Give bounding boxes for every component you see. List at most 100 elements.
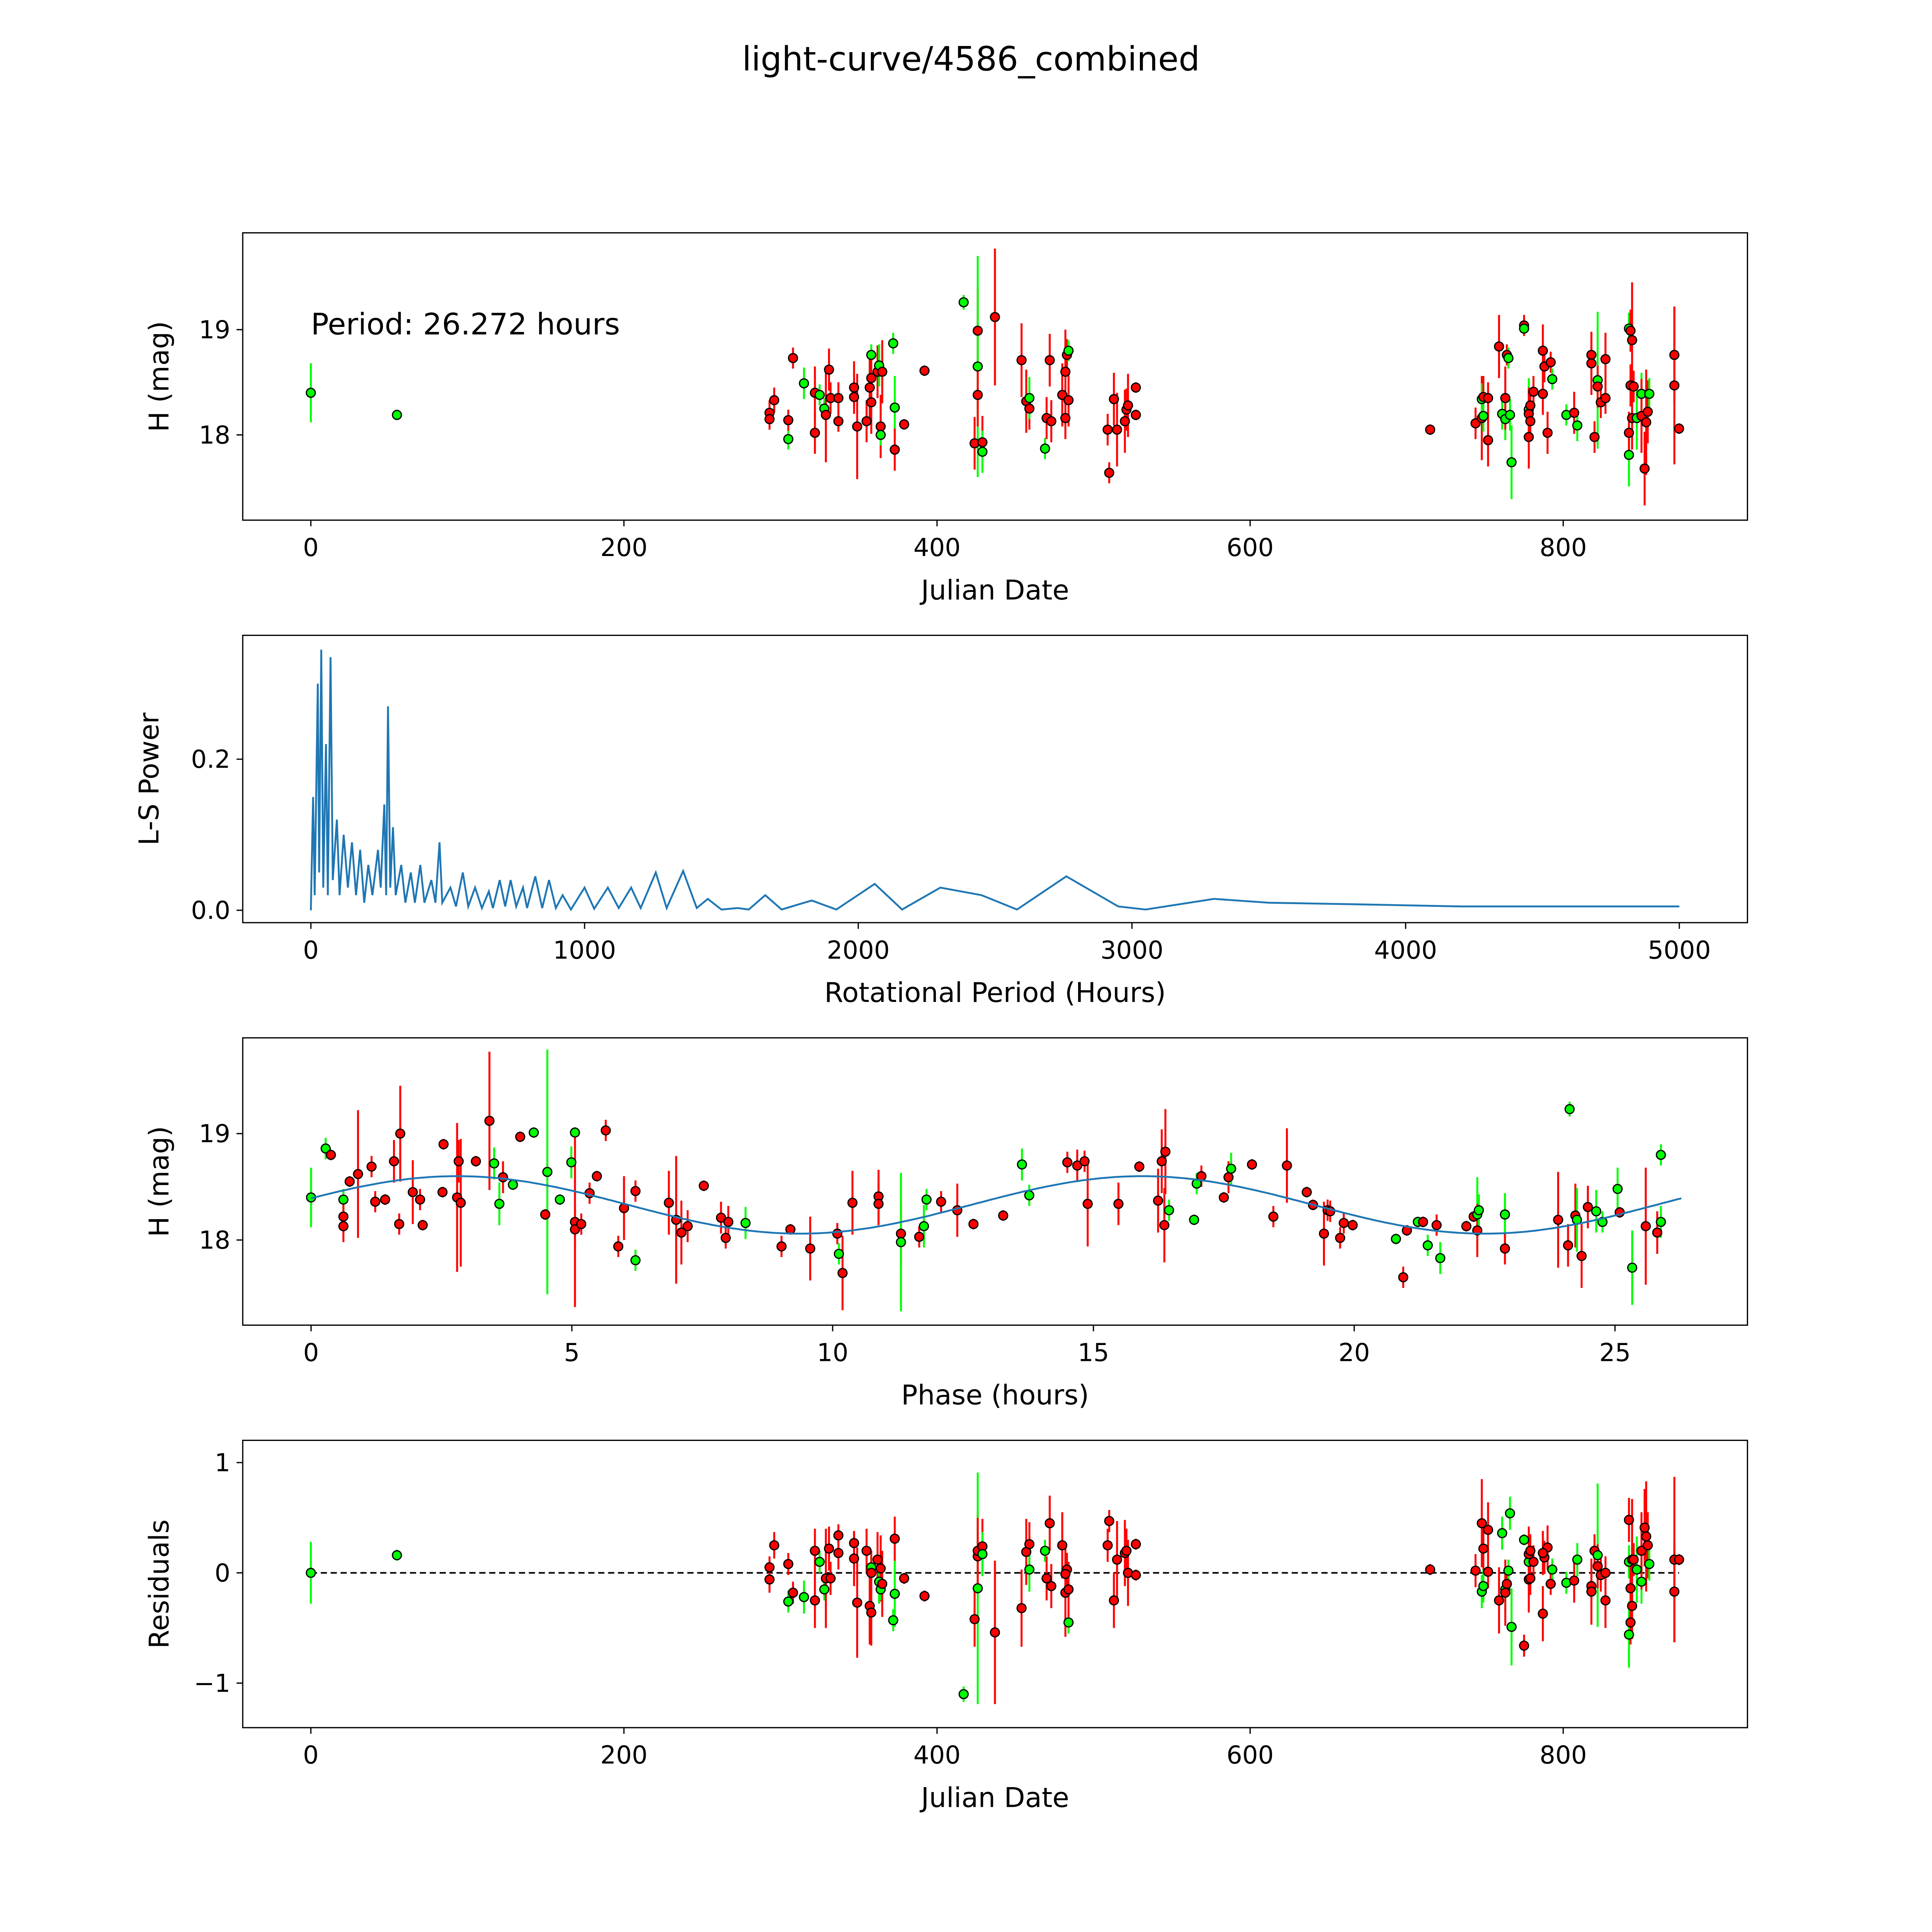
- data-point: [1478, 411, 1489, 421]
- data-point: [866, 373, 876, 383]
- data-point: [1156, 1156, 1167, 1167]
- data-point: [873, 1199, 884, 1209]
- data-point: [1123, 400, 1133, 411]
- data-point: [699, 1180, 709, 1191]
- x-tick-label: 5000: [1648, 936, 1711, 965]
- data-point: [489, 1158, 499, 1169]
- data-point: [1319, 1228, 1329, 1239]
- data-point: [1282, 1160, 1292, 1171]
- data-point: [1639, 463, 1650, 474]
- data-point: [380, 1194, 390, 1205]
- panel-phased: 0 5 10 15 20 25 18 19 Phase (hours) H (mag): [143, 1037, 1748, 1411]
- data-point: [1506, 457, 1517, 468]
- x-axis-label: Julian Date: [920, 574, 1069, 606]
- data-point: [1478, 1543, 1489, 1554]
- data-point: [1483, 393, 1493, 403]
- data-point: [392, 410, 402, 420]
- data-point: [776, 1241, 787, 1252]
- data-point: [788, 353, 798, 363]
- data-point: [1583, 1202, 1593, 1212]
- data-point: [769, 1540, 779, 1551]
- data-point: [1600, 1595, 1611, 1606]
- data-point: [866, 350, 876, 360]
- data-point: [1134, 1161, 1145, 1172]
- data-point: [613, 1241, 624, 1252]
- data-point: [1506, 1622, 1517, 1632]
- data-point: [1644, 1559, 1655, 1569]
- data-point: [914, 1231, 925, 1242]
- x-axis-label: Julian Date: [920, 1782, 1069, 1813]
- data-point: [484, 1116, 495, 1126]
- data-point: [1153, 1196, 1163, 1206]
- data-point: [847, 1197, 858, 1208]
- period-annotation: Period: 26.272 hours: [311, 307, 620, 342]
- data-point: [1120, 416, 1130, 427]
- data-point: [1572, 1554, 1583, 1565]
- y-tick-label: 19: [199, 1120, 231, 1148]
- data-point: [1470, 1565, 1481, 1576]
- data-point: [1592, 1550, 1603, 1561]
- data-point: [682, 1221, 693, 1231]
- data-point: [1524, 432, 1534, 442]
- x-axis-label: Phase (hours): [901, 1379, 1089, 1411]
- data-point: [1046, 416, 1056, 427]
- data-point: [1505, 410, 1515, 420]
- data-point: [1592, 381, 1603, 392]
- data-point: [1425, 1564, 1435, 1575]
- data-point: [889, 444, 900, 455]
- data-point: [1016, 1603, 1027, 1613]
- data-point: [889, 402, 900, 413]
- data-point: [570, 1127, 580, 1138]
- y-tick-label: 18: [199, 421, 231, 450]
- data-point: [1563, 1240, 1573, 1251]
- data-point: [1044, 1518, 1055, 1529]
- data-point: [866, 1607, 876, 1618]
- y-axis-label: H (mag): [143, 1126, 175, 1237]
- data-point: [821, 410, 831, 420]
- plot-area: [306, 1472, 1684, 1704]
- data-point: [471, 1156, 481, 1167]
- data-point: [1483, 1525, 1493, 1535]
- data-point: [837, 1268, 848, 1278]
- data-point: [833, 1548, 844, 1558]
- data-point: [1189, 1214, 1199, 1225]
- data-point: [849, 392, 859, 402]
- panel-residuals: 0 200 400 600 800 −1 0 1 Julian Date Residuals: [143, 1439, 1748, 1813]
- data-point: [819, 1584, 830, 1595]
- data-point: [1547, 1564, 1558, 1575]
- data-point: [1494, 341, 1504, 352]
- data-point: [1565, 1104, 1575, 1114]
- data-point: [1537, 389, 1548, 399]
- data-point: [1016, 355, 1027, 366]
- data-point: [788, 1587, 798, 1598]
- data-point: [1625, 1583, 1636, 1594]
- data-point: [1063, 395, 1074, 405]
- data-point: [1223, 1172, 1234, 1182]
- data-point: [306, 1568, 316, 1578]
- x-tick-label: 15: [1078, 1338, 1109, 1367]
- data-point: [783, 1596, 794, 1607]
- data-point: [392, 1550, 402, 1561]
- data-point: [973, 325, 983, 336]
- x-axis-label: Rotational Period (Hours): [824, 977, 1166, 1009]
- data-point: [969, 1614, 980, 1624]
- data-point: [1652, 1227, 1663, 1238]
- data-point: [1474, 1205, 1484, 1216]
- x-tick-label: 25: [1599, 1338, 1631, 1367]
- data-point: [540, 1209, 551, 1220]
- data-point: [1656, 1150, 1666, 1160]
- y-tick-label: 0.2: [191, 745, 230, 774]
- data-point: [1628, 381, 1639, 392]
- data-point: [1104, 1516, 1114, 1526]
- data-point: [1500, 1243, 1510, 1254]
- data-point: [723, 1217, 734, 1227]
- data-point: [1577, 1251, 1587, 1261]
- data-point: [1586, 350, 1597, 360]
- data-point: [306, 388, 316, 398]
- data-point: [1131, 382, 1141, 393]
- data-point: [338, 1211, 349, 1222]
- data-point: [919, 1591, 930, 1601]
- data-point: [1301, 1187, 1312, 1197]
- x-tick-label: 400: [913, 534, 961, 562]
- data-point: [740, 1218, 751, 1228]
